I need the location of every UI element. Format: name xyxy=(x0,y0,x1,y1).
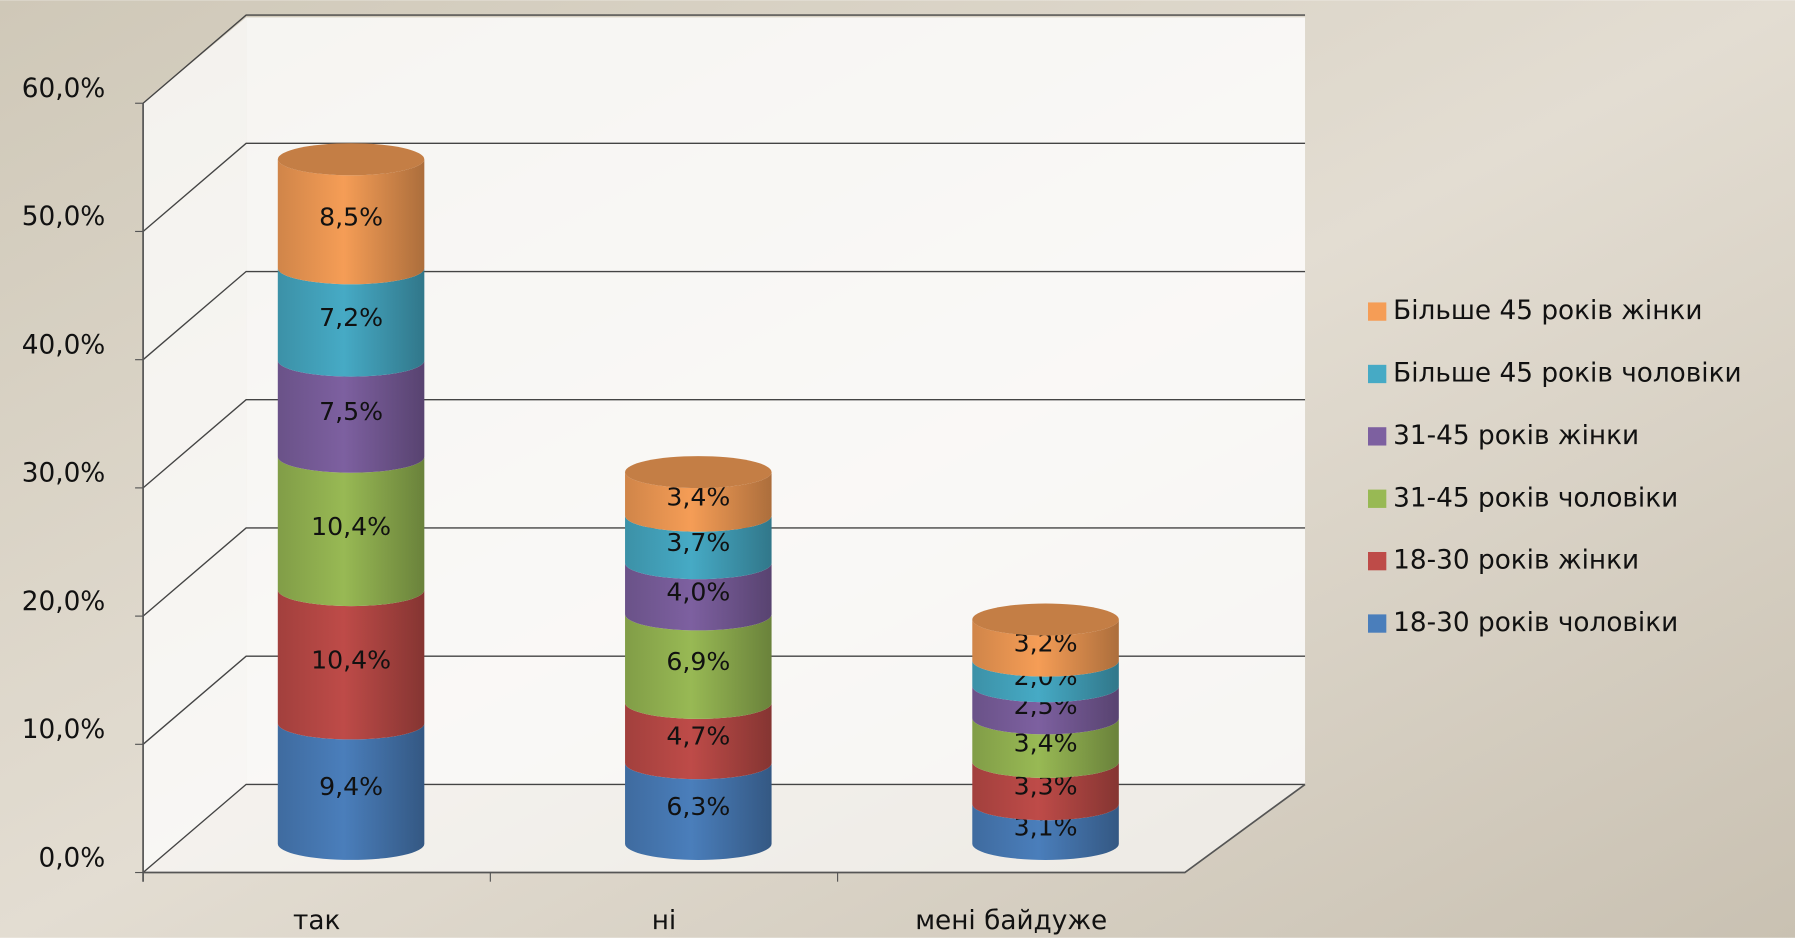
grid-line xyxy=(142,655,1306,745)
bar-segment xyxy=(972,761,1119,821)
legend-label: 31-45 років жінки xyxy=(1393,421,1639,451)
bar-segment xyxy=(625,702,772,780)
bar-segment xyxy=(277,360,425,473)
y-tick-label: 0,0% xyxy=(38,843,105,873)
back-wall xyxy=(246,17,1306,785)
bar-segment xyxy=(625,563,772,631)
side-wall xyxy=(143,17,247,873)
x-tick-label: ні xyxy=(652,906,677,936)
x-tick-label: так xyxy=(293,906,340,936)
legend-swatch xyxy=(1368,302,1387,321)
y-tick-label: 50,0% xyxy=(22,202,106,232)
data-label: 6,3% xyxy=(666,792,730,821)
bar-segment xyxy=(972,660,1119,703)
bar-segment xyxy=(277,723,425,860)
bar-segment xyxy=(625,472,772,532)
data-label: 7,5% xyxy=(319,397,383,426)
legend-label: Більше 45 років жінки xyxy=(1393,296,1702,326)
data-label: 8,5% xyxy=(319,202,383,231)
grid-line xyxy=(142,783,1306,874)
bar-top xyxy=(625,456,772,489)
bar-segment xyxy=(972,619,1119,677)
legend-swatch xyxy=(1368,489,1387,508)
bar-segment xyxy=(972,718,1119,778)
bar-segment xyxy=(277,590,425,740)
bar-top xyxy=(972,603,1119,636)
data-label: 9,4% xyxy=(319,772,383,801)
grid-line xyxy=(142,399,1306,489)
data-label: 7,2% xyxy=(319,303,383,332)
bar-segment xyxy=(277,456,425,607)
bar-top xyxy=(277,143,425,176)
bar-segment xyxy=(277,159,425,285)
legend-swatch xyxy=(1368,364,1387,384)
legend-swatch xyxy=(1368,614,1387,633)
data-label: 10,4% xyxy=(311,512,391,541)
legend-label: 18-30 років жінки xyxy=(1393,546,1639,576)
bar-segment xyxy=(625,763,772,860)
bar-segment xyxy=(625,515,772,580)
y-tick-label: 10,0% xyxy=(22,715,106,745)
y-tick-label: 30,0% xyxy=(22,459,106,489)
legend-label: 31-45 років чоловіки xyxy=(1393,483,1678,513)
data-label: 10,4% xyxy=(311,645,391,674)
legend-swatch xyxy=(1368,427,1387,446)
grid-line xyxy=(142,270,1306,361)
data-label: 6,9% xyxy=(666,647,730,676)
data-label: 4,0% xyxy=(666,577,730,606)
data-label: 4,7% xyxy=(666,722,730,751)
data-label: 3,7% xyxy=(666,528,730,557)
bar-segment xyxy=(277,268,425,377)
y-tick-label: 20,0% xyxy=(22,587,106,617)
x-tick-label: мені байдуже xyxy=(915,906,1107,936)
legend-label: Більше 45 років чоловіки xyxy=(1393,358,1741,388)
y-tick-label: 60,0% xyxy=(22,74,106,104)
bar-segment xyxy=(625,614,772,719)
grid-line xyxy=(142,527,1306,617)
bar-segment xyxy=(972,804,1119,860)
legend-swatch xyxy=(1368,551,1387,571)
grid-line xyxy=(142,14,1306,104)
grid-line xyxy=(142,142,1306,232)
legend-label: 18-30 років чоловіки xyxy=(1393,608,1678,638)
bar-segment xyxy=(972,686,1119,735)
y-tick-label: 40,0% xyxy=(22,330,106,360)
